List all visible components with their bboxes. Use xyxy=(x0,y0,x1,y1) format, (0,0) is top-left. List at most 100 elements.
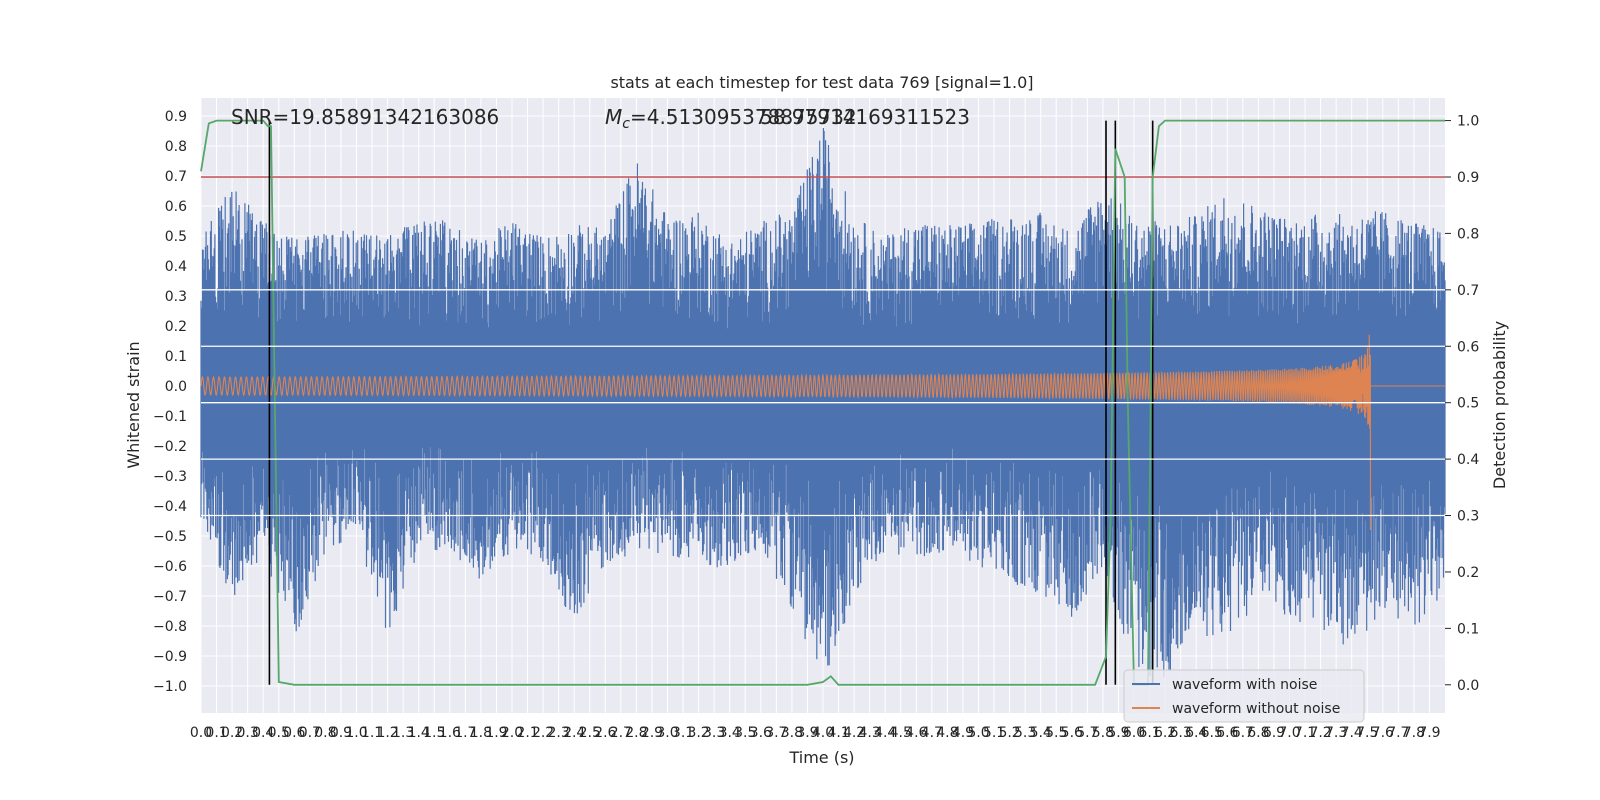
y-left-tick-label: −0.6 xyxy=(153,559,187,575)
y-left-tick-label: 0.1 xyxy=(165,349,187,365)
x-tick-label: 4.4 xyxy=(874,725,896,741)
x-tick-label: 1.9 xyxy=(485,725,507,741)
x-tick-label: 3.8 xyxy=(781,725,803,741)
overlap-annotation: 58.97914169311523 xyxy=(760,105,970,129)
y-left-tick-label: 0.4 xyxy=(165,259,187,275)
x-tick-label: 1.3 xyxy=(392,725,414,741)
x-tick-label: 5.9 xyxy=(1107,725,1129,741)
x-tick-label: 0.4 xyxy=(252,725,274,741)
y-left-tick-label: −0.4 xyxy=(153,499,187,515)
x-tick-label: 6.0 xyxy=(1123,725,1145,741)
x-tick-label: 2.3 xyxy=(548,725,570,741)
x-tick-label: 2.0 xyxy=(501,725,523,741)
x-tick-label: 1.8 xyxy=(470,725,492,741)
y-right-tick-label: 0.0 xyxy=(1457,678,1479,694)
x-tick-label: 3.1 xyxy=(672,725,694,741)
chirp-mass-value: =4.513095378875732 xyxy=(630,105,857,129)
x-tick-label: 6.6 xyxy=(1216,725,1238,741)
legend-label-noise: waveform with noise xyxy=(1172,677,1317,693)
x-tick-label: 0.0 xyxy=(190,725,212,741)
x-tick-label: 6.8 xyxy=(1247,725,1269,741)
y-right-tick-label: 1.0 xyxy=(1457,114,1479,130)
x-tick-label: 6.2 xyxy=(1154,725,1176,741)
y-right-tick-label: 0.4 xyxy=(1457,452,1479,468)
y-right-tick-label: 0.7 xyxy=(1457,283,1479,299)
x-tick-label: 3.7 xyxy=(765,725,787,741)
x-tick-label: 2.6 xyxy=(594,725,616,741)
y-left-tick-label: −0.5 xyxy=(153,529,187,545)
y-axis-left-ticks: 0.9 0.8 0.7 0.6 0.5 0.4 0.3 0.2 0.1 0.0 −0.1 −0.2 −0… xyxy=(153,109,187,695)
x-tick-label: 7.5 xyxy=(1356,725,1378,741)
x-tick-label: 3.5 xyxy=(734,725,756,741)
y-left-tick-label: −0.7 xyxy=(153,589,187,605)
x-tick-label: 3.6 xyxy=(750,725,772,741)
x-tick-label: 0.3 xyxy=(237,725,259,741)
y-right-tick-label: 0.2 xyxy=(1457,565,1479,581)
x-tick-label: 2.8 xyxy=(625,725,647,741)
y-left-tick-label: 0.6 xyxy=(165,199,187,215)
legend: waveform with noise waveform without noi… xyxy=(1123,669,1365,723)
x-tick-label: 4.6 xyxy=(905,725,927,741)
x-tick-label: 0.6 xyxy=(283,725,305,741)
x-tick-label: 6.7 xyxy=(1232,725,1254,741)
x-tick-label: 0.7 xyxy=(299,725,321,741)
x-tick-label: 2.2 xyxy=(532,725,554,741)
x-tick-label: 2.5 xyxy=(579,725,601,741)
y-left-tick-label: −0.2 xyxy=(153,439,187,455)
x-tick-label: 2.1 xyxy=(516,725,538,741)
x-tick-label: 4.9 xyxy=(952,725,974,741)
y-right-tick-label: 0.3 xyxy=(1457,509,1479,525)
probability-series xyxy=(200,119,1445,686)
x-tick-label: 2.7 xyxy=(610,725,632,741)
x-tick-label: 5.2 xyxy=(998,725,1020,741)
x-tick-label: 7.6 xyxy=(1372,725,1394,741)
y-left-tick-label: −0.3 xyxy=(153,469,187,485)
y-right-tick-label: 0.6 xyxy=(1457,339,1479,355)
y-left-tick-label: 0.8 xyxy=(165,139,187,155)
x-tick-label: 7.4 xyxy=(1341,725,1363,741)
x-tick-label: 5.4 xyxy=(1030,725,1052,741)
legend-box xyxy=(1123,669,1365,723)
x-tick-label: 5.0 xyxy=(967,725,989,741)
x-tick-label: 6.3 xyxy=(1170,725,1192,741)
x-tick-label: 0.2 xyxy=(221,725,243,741)
x-tick-label: 2.4 xyxy=(563,725,585,741)
x-axis-label: Time (s) xyxy=(788,748,854,767)
x-tick-label: 1.6 xyxy=(439,725,461,741)
x-tick-label: 6.1 xyxy=(1138,725,1160,741)
y-right-tick-label: 0.5 xyxy=(1457,396,1479,412)
x-tick-label: 6.4 xyxy=(1185,725,1207,741)
legend-label-clean: waveform without noise xyxy=(1172,701,1340,717)
x-tick-label: 7.2 xyxy=(1309,725,1331,741)
x-tick-label: 7.7 xyxy=(1387,725,1409,741)
x-tick-label: 4.5 xyxy=(890,725,912,741)
x-tick-label: 6.5 xyxy=(1201,725,1223,741)
y-left-tick-label: −0.1 xyxy=(153,409,187,425)
x-tick-label: 7.8 xyxy=(1403,725,1425,741)
y-left-tick-label: 0.3 xyxy=(165,289,187,305)
chirp-mass-subscript: c xyxy=(622,116,630,132)
x-tick-label: 0.8 xyxy=(314,725,336,741)
x-tick-label: 1.5 xyxy=(423,725,445,741)
x-tick-label: 0.9 xyxy=(330,725,352,741)
y-axis-right-label: Detection probability xyxy=(1490,321,1509,489)
y-right-tick-label: 0.8 xyxy=(1457,226,1479,242)
y-left-tick-label: −1.0 xyxy=(153,679,187,695)
y-left-tick-label: 0.0 xyxy=(165,379,187,395)
y-axis-left-label: Whitened strain xyxy=(124,341,143,468)
chirp-mass-annotation: Mc=4.513095378875732 xyxy=(605,105,857,132)
x-tick-label: 4.3 xyxy=(859,725,881,741)
probability-line xyxy=(200,119,1445,686)
y-right-tick-label: 0.9 xyxy=(1457,170,1479,186)
chirp-mass-symbol: M xyxy=(605,105,622,129)
x-tick-label: 5.1 xyxy=(983,725,1005,741)
y-axis-right-ticks: 1.0 0.9 0.8 0.7 0.6 0.5 0.4 0.3 0.2 0.1 0.0 xyxy=(1445,114,1479,694)
x-tick-label: 7.9 xyxy=(1418,725,1440,741)
x-tick-label: 4.2 xyxy=(843,725,865,741)
y-right-tick-label: 0.1 xyxy=(1457,621,1479,637)
x-tick-label: 1.1 xyxy=(361,725,383,741)
y-left-tick-label: −0.8 xyxy=(153,619,187,635)
x-tick-label: 7.3 xyxy=(1325,725,1347,741)
x-tick-label: 0.5 xyxy=(268,725,290,741)
x-tick-label: 1.7 xyxy=(454,725,476,741)
